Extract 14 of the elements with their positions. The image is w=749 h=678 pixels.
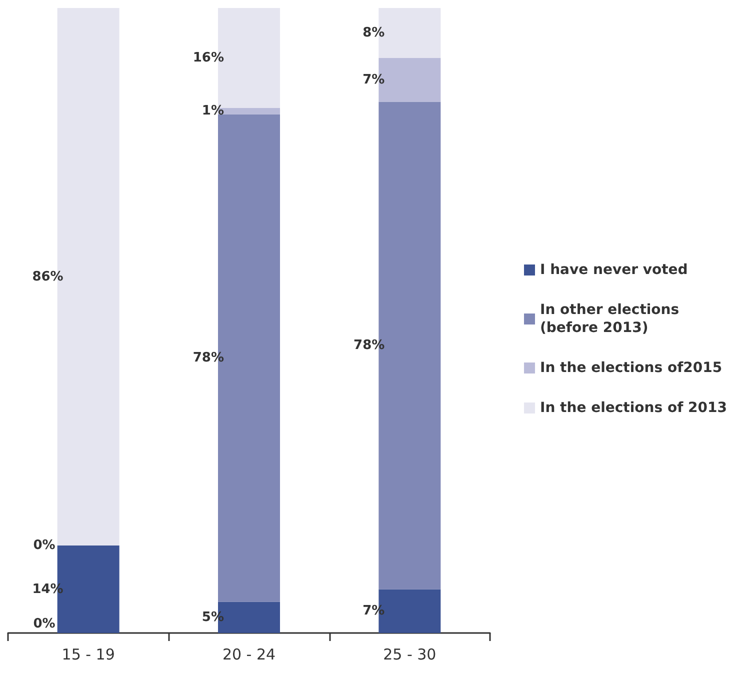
annotation: 0% bbox=[33, 538, 56, 553]
data-label: 86% bbox=[32, 269, 64, 284]
x-tick-label: 20 - 24 bbox=[222, 646, 276, 664]
annotation: 0% bbox=[33, 616, 56, 632]
data-label: 7% bbox=[362, 72, 385, 88]
data-label: 16% bbox=[192, 50, 224, 66]
legend-label: In the elections of2015 bbox=[540, 360, 722, 376]
legend-label: I have never voted bbox=[540, 262, 688, 278]
data-label: 8% bbox=[362, 26, 385, 40]
legend-label: In the elections of 2013 bbox=[540, 400, 727, 416]
x-tick-label: 25 - 30 bbox=[383, 646, 436, 664]
x-tick-label: 15 - 19 bbox=[62, 646, 115, 664]
data-label: 1% bbox=[202, 104, 224, 119]
legend-label: In other elections (before 2013) bbox=[540, 302, 684, 336]
